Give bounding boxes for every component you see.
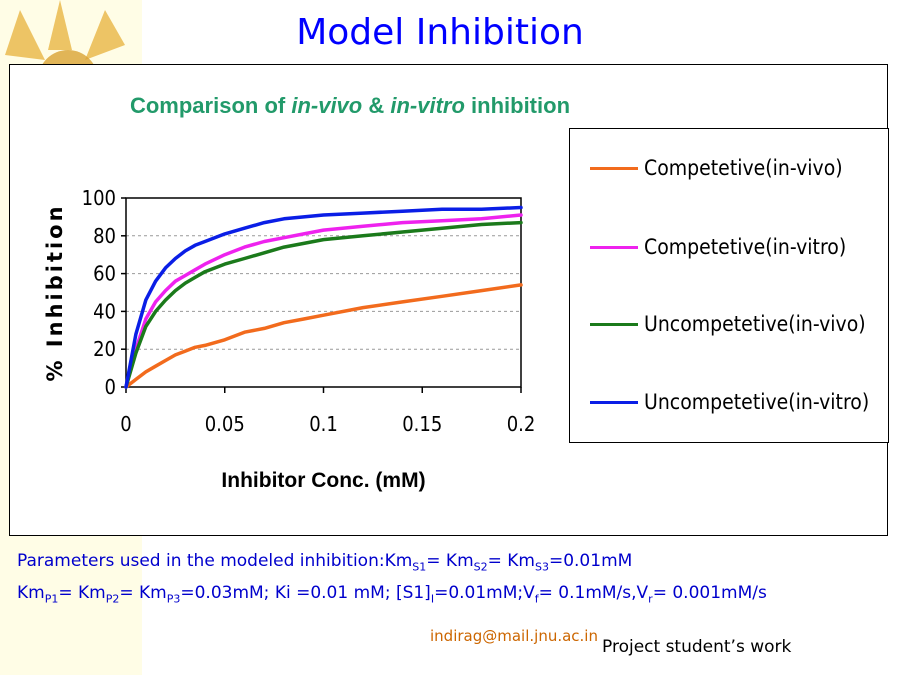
series-line-2 [124,220,523,389]
y-tick-label: 0 [105,375,116,399]
x-tick-label: 0.05 [205,412,245,436]
param-sub: r [648,592,653,606]
legend-label: Uncompetetive(in-vitro) [644,390,870,414]
legend-swatch [590,322,638,326]
param-text: = 0.1mM/s,V [538,583,649,604]
y-tick-label: 40 [93,299,116,323]
legend-item-uncompetetive-in-vitro: Uncompetetive(in-vitro) [590,387,869,417]
param-sub: S3 [534,560,549,574]
param-sub: I [430,592,435,606]
legend-swatch [590,166,638,170]
param-sub: P2 [105,592,120,606]
x-axis-label: Inhibitor Conc. (mM) [221,469,425,492]
param-text: = Km [119,583,167,604]
y-tick-label: 100 [82,186,116,210]
param-text: = Km [487,551,535,571]
legend-item-competetive-in-vitro: Competetive(in-vitro) [590,232,846,262]
x-tick-label: 0.2 [507,412,536,436]
legend-swatch [590,400,638,404]
legend-item-competetive-in-vivo: Competetive(in-vivo) [590,153,843,183]
param-text: =0.03mM; Ki =0.01 mM; [S1] [180,583,431,604]
params-line-1: Parameters used in the modeled inhibitio… [17,548,767,580]
x-tick-label: 0 [120,412,131,436]
param-sub: P3 [166,592,181,606]
chart-title-part-2: in-vivo [291,93,363,118]
chart-title-part-1: Comparison of [129,93,292,118]
param-text: = 0.001mM/s [652,583,767,604]
series-line-0 [124,283,523,389]
legend-label: Uncompetetive(in-vivo) [644,312,866,336]
credit-note: Project student’s work [602,637,792,657]
chart-title: Comparison of in-vivo & in-vitro inhibit… [10,93,690,119]
param-text: = Km [58,583,106,604]
param-sub: P1 [44,592,59,606]
y-tick-label: 20 [93,337,116,361]
chart-title-part-3: & [362,93,391,118]
chart-frame: Comparison of in-vivo & in-vitro inhibit… [9,64,889,536]
chart-legend: Competetive(in-vivo) Competetive(in-vitr… [569,128,889,443]
param-text: = Km [426,551,474,571]
legend-swatch [590,245,638,249]
param-text: =0.01mM [548,551,633,571]
param-sub: f [534,592,539,606]
param-sub: S1 [412,560,427,574]
series-line-1 [124,213,523,389]
params-line-2: KmP1= KmP2= KmP3=0.03mM; Ki =0.01 mM; [S… [17,580,767,612]
param-sub: S2 [473,560,488,574]
line-chart: 0 20 40 60 80 100 0 0.05 0.1 0.15 0.2 Inhibitor Con… [43,186,536,492]
legend-label: Competetive(in-vivo) [644,156,843,180]
param-text: =0.01mM;V [434,583,535,604]
chart-title-part-5: inhibition [464,93,571,118]
series-line-3 [124,205,523,389]
legend-item-uncompetetive-in-vivo: Uncompetetive(in-vivo) [590,309,866,339]
author-email: indirag@mail.jnu.ac.in [430,627,598,645]
slide-title: Model Inhibition [296,12,584,53]
y-tick-label: 80 [93,224,116,248]
y-axis-label: % Inhibition [43,203,67,381]
model-parameters: Parameters used in the modeled inhibitio… [17,548,767,613]
x-tick-label: 0.15 [402,412,442,436]
x-tick-label: 0.1 [309,412,338,436]
chart-title-part-4: in-vitro [390,93,465,118]
param-text: Parameters used in the modeled inhibitio… [17,551,413,571]
legend-label: Competetive(in-vitro) [644,235,847,259]
y-tick-label: 60 [93,262,116,286]
param-text: Km [17,583,45,604]
